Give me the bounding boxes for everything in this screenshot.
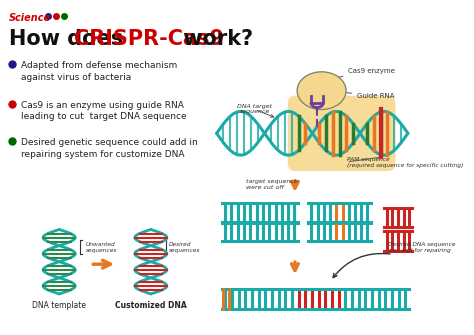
Text: Cas9 is an enzyme using guide RNA: Cas9 is an enzyme using guide RNA: [21, 100, 184, 110]
Ellipse shape: [297, 72, 346, 110]
FancyBboxPatch shape: [288, 95, 395, 171]
Text: against virus of bacteria: against virus of bacteria: [21, 73, 131, 82]
Text: target sequence
were cut off: target sequence were cut off: [246, 180, 298, 190]
FancyArrowPatch shape: [257, 111, 273, 117]
Text: CRISPR-Cas9: CRISPR-Cas9: [74, 29, 225, 49]
Text: Guide RNA: Guide RNA: [329, 91, 395, 98]
Text: leading to cut  target DNA sequence: leading to cut target DNA sequence: [21, 113, 187, 122]
Text: DNA template: DNA template: [32, 301, 86, 310]
Text: Desired genetic sequence could add in: Desired genetic sequence could add in: [21, 138, 198, 147]
Text: How does: How does: [9, 29, 130, 49]
Text: Cas9 enzyme: Cas9 enzyme: [333, 68, 395, 78]
Text: Adapted from defense mechanism: Adapted from defense mechanism: [21, 61, 177, 70]
Text: Desired
sequences: Desired sequences: [169, 242, 200, 253]
Text: PAM sequence
(required sequence for specific cutting): PAM sequence (required sequence for spec…: [346, 157, 463, 168]
Text: work?: work?: [176, 29, 253, 49]
Text: repairing system for customize DNA: repairing system for customize DNA: [21, 150, 184, 159]
Text: Unwanted
sequences: Unwanted sequences: [86, 242, 117, 253]
Text: DNA target
sequence: DNA target sequence: [237, 104, 273, 114]
Text: Desired DNA sequence
was add for repairing: Desired DNA sequence was add for repairi…: [388, 243, 456, 253]
Text: Customized DNA: Customized DNA: [115, 301, 187, 310]
Text: Science: Science: [9, 13, 51, 23]
